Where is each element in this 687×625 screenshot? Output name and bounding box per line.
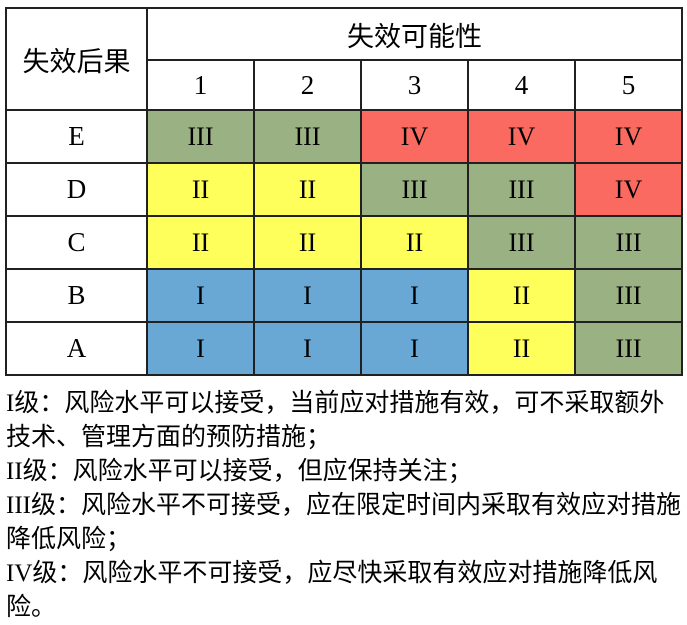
matrix-cell-E5: IV: [573, 109, 684, 164]
matrix-cell-A4: II: [467, 321, 576, 376]
matrix-cell-D5: IV: [573, 162, 684, 217]
legend-level-I: I级：风险水平可以接受，当前应对措施有效，可不采取额外技术、管理方面的预防措施；: [6, 390, 665, 451]
table-header-row-top: 失效后果 失效可能性: [5, 7, 684, 111]
row-label-C: C: [5, 215, 148, 270]
matrix-cell-D1: II: [146, 162, 255, 217]
matrix-cell-E2: III: [253, 109, 362, 164]
matrix-cell-C4: III: [467, 215, 576, 270]
matrix-cell-B5: III: [573, 268, 684, 323]
col-header-4: 4: [467, 59, 576, 111]
col-header-1: 1: [146, 59, 255, 111]
matrix-cell-B3: I: [360, 268, 469, 323]
table-row-B: B I I I II III: [5, 268, 684, 323]
row-label-B: B: [5, 268, 148, 323]
table-header-row-numbers: 1 2 3 4 5: [6, 59, 684, 111]
matrix-cell-A3: I: [360, 321, 469, 376]
matrix-cell-D4: III: [467, 162, 576, 217]
corner-header-failure-consequence: 失效后果: [5, 7, 148, 111]
col-header-5: 5: [573, 59, 684, 111]
matrix-cell-C3: II: [360, 215, 469, 270]
matrix-cell-E1: III: [146, 109, 255, 164]
risk-matrix-table: 失效后果 失效可能性 1 2 3 4 5 E III III IV IV IV …: [5, 7, 684, 376]
row-label-A: A: [5, 321, 148, 376]
risk-matrix-section: 失效后果 失效可能性 1 2 3 4 5 E III III IV IV IV …: [5, 7, 684, 376]
matrix-cell-C5: III: [573, 215, 684, 270]
table-row-C: C II II II III III: [5, 215, 684, 270]
row-label-D: D: [5, 162, 148, 217]
col-header-2: 2: [253, 59, 362, 111]
legend-level-IV: IV级：风险水平不可接受，应尽快采取有效应对措施降低风险。: [6, 560, 658, 621]
matrix-cell-B1: I: [146, 268, 255, 323]
table-row-D: D II II III III IV: [5, 162, 684, 217]
table-row-E: E III III IV IV IV: [5, 109, 684, 164]
legend-level-III: III级：风险水平不可接受，应在限定时间内采取有效应对措施降低风险；: [6, 492, 681, 553]
col-header-3: 3: [360, 59, 469, 111]
matrix-cell-B2: I: [253, 268, 362, 323]
matrix-cell-A5: III: [573, 321, 684, 376]
row-label-E: E: [5, 109, 148, 164]
matrix-cell-C1: II: [146, 215, 255, 270]
matrix-cell-E4: IV: [467, 109, 576, 164]
risk-level-legend: I级：风险水平可以接受，当前应对措施有效，可不采取额外技术、管理方面的预防措施；…: [6, 387, 682, 625]
matrix-cell-B4: II: [467, 268, 576, 323]
matrix-cell-A1: I: [146, 321, 255, 376]
header-failure-likelihood: 失效可能性: [145, 7, 684, 61]
matrix-cell-D2: II: [253, 162, 362, 217]
matrix-cell-E3: IV: [360, 109, 469, 164]
matrix-cell-A2: I: [253, 321, 362, 376]
matrix-cell-D3: III: [360, 162, 469, 217]
table-row-A: A I I I II III: [5, 321, 684, 376]
matrix-cell-C2: II: [253, 215, 362, 270]
legend-level-II: II级：风险水平可以接受，但应保持关注；: [6, 458, 473, 485]
